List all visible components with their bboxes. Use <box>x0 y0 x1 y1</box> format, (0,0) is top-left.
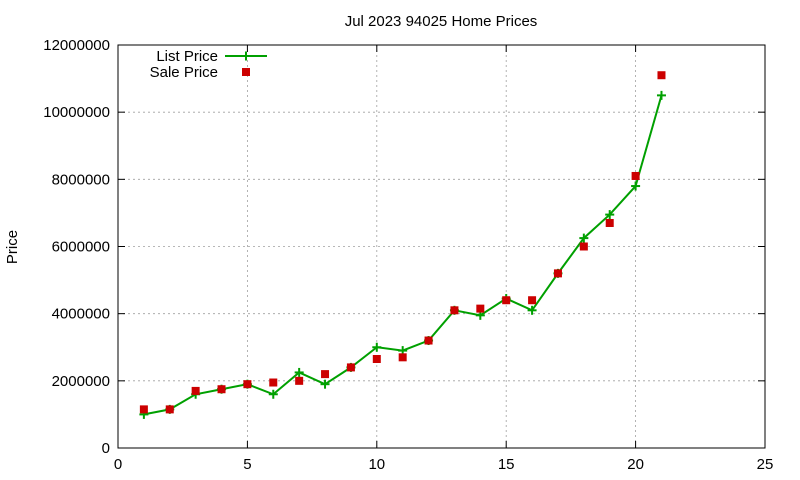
list-price-point <box>268 389 278 399</box>
sale-price-point <box>243 380 252 389</box>
sale-price-point <box>424 336 433 345</box>
sale-price-point <box>295 376 304 385</box>
list-price-point <box>605 210 615 220</box>
sale-price-point <box>372 355 381 364</box>
sale-price-point <box>605 218 614 227</box>
legend-swatch-square <box>242 68 250 76</box>
sale-price-point <box>657 71 666 80</box>
sale-price-point <box>321 370 330 379</box>
sale-price-point <box>631 171 640 180</box>
x-tick-label: 5 <box>243 456 251 473</box>
y-axis-label: Price <box>4 230 21 264</box>
plot-frame <box>117 44 766 449</box>
list-price-line <box>143 95 663 416</box>
data-series <box>139 71 666 419</box>
grid-lines <box>118 45 765 448</box>
sale-price-point <box>191 386 200 395</box>
sale-price-point <box>217 385 226 394</box>
list-price-point <box>294 367 304 377</box>
list-price-point <box>631 181 641 191</box>
y-tick-label: 12000000 <box>43 37 110 54</box>
x-tick-label: 0 <box>114 456 122 473</box>
legend-swatch-plus <box>241 51 251 61</box>
chart-title: Jul 2023 94025 Home Prices <box>345 13 538 30</box>
sale-price-point <box>528 296 537 305</box>
sale-price-point <box>502 296 511 305</box>
list-price-point <box>527 305 537 315</box>
x-tick-label: 20 <box>627 456 644 473</box>
x-tick-label: 25 <box>757 456 774 473</box>
list-price-point <box>579 233 589 243</box>
y-tick-label: 8000000 <box>52 171 110 188</box>
sale-price-point <box>579 242 588 251</box>
y-tick-label: 0 <box>102 440 110 457</box>
sale-price-point <box>398 353 407 362</box>
legend-label-1: List Price <box>156 48 218 65</box>
sale-price-point <box>476 304 485 313</box>
y-tick-label: 6000000 <box>52 239 110 256</box>
y-tick-label: 2000000 <box>52 373 110 390</box>
series-2 <box>139 71 666 414</box>
sale-price-point <box>269 378 278 387</box>
sale-price-point <box>346 363 355 372</box>
list-price-point <box>656 90 666 100</box>
sale-price-point <box>139 405 148 414</box>
sale-price-point <box>553 269 562 278</box>
y-tick-label: 10000000 <box>43 104 110 121</box>
x-tick-label: 15 <box>498 456 515 473</box>
x-tick-label: 10 <box>368 456 385 473</box>
legend-label-2: Sale Price <box>150 64 218 81</box>
sale-price-point <box>450 306 459 315</box>
y-tick-label: 4000000 <box>52 306 110 323</box>
list-price-point <box>320 379 330 389</box>
series-1 <box>139 90 666 419</box>
axis-ticks: 0 5 10 15 20 25 0 2000000 4000000 6000000 8000000 1… <box>43 37 773 473</box>
sale-price-point <box>165 405 174 414</box>
list-price-point <box>372 342 382 352</box>
